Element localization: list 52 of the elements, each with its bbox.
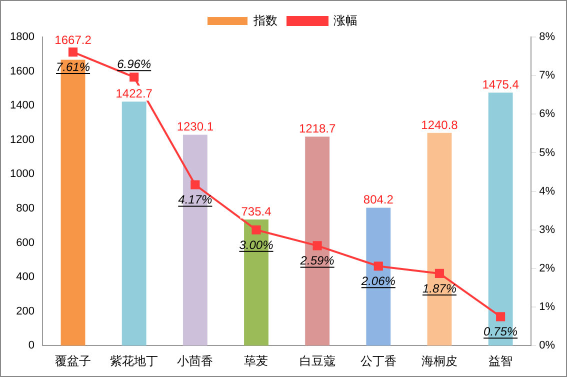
data-label: 1475.4 <box>482 78 520 92</box>
y-tick-label: 1600 <box>10 65 34 78</box>
y-tick-label: 600 <box>16 236 34 249</box>
y-tick-label: 1200 <box>10 134 34 146</box>
x-tick-label: 荜茇 <box>244 354 268 368</box>
y-tick-label: 400 <box>16 271 34 284</box>
data-label: 1422.7 <box>116 86 153 101</box>
x-tick-label: 小茴香 <box>177 354 214 368</box>
point <box>68 48 78 57</box>
x-tick-label: 公丁香 <box>360 354 396 368</box>
y-tick-label: 1000 <box>10 168 34 180</box>
y-tick-label: 1400 <box>10 100 34 112</box>
y-tick-label: 200 <box>16 305 34 318</box>
y-tick-label: 1800 <box>10 31 34 44</box>
x-tick-label: 白豆蔻 <box>299 354 336 368</box>
data-label: 804.2 <box>363 192 394 207</box>
data-label: 1240.8 <box>421 118 458 132</box>
y2-tick-label: 0% <box>539 340 556 352</box>
y2-tick-label: 5% <box>539 146 556 159</box>
y2-tick-label: 3% <box>539 224 556 236</box>
data-label: 4.17% <box>178 192 213 207</box>
data-label: 735.4 <box>241 204 272 219</box>
point <box>496 312 506 322</box>
point <box>130 72 139 82</box>
bar <box>122 102 146 346</box>
data-label: 2.59% <box>299 254 335 268</box>
x-tick-label: 益智 <box>488 354 513 368</box>
point <box>252 225 261 234</box>
data-label: 1230.1 <box>176 120 214 134</box>
point <box>374 262 383 271</box>
x-tick-label: 海桐皮 <box>421 354 458 368</box>
legend-label: 指数 <box>252 13 278 28</box>
y-tick-label: 0 <box>28 340 34 352</box>
y-tick-label: 800 <box>16 202 34 214</box>
x-tick-label: 覆盆子 <box>55 354 92 368</box>
data-label: 6.96% <box>117 57 152 72</box>
y2-tick-label: 6% <box>539 108 556 120</box>
point <box>434 268 444 278</box>
data-label: 1218.7 <box>298 122 336 136</box>
point <box>312 241 322 250</box>
point <box>190 180 200 190</box>
y2-tick-label: 7% <box>539 70 556 82</box>
x-tick-label: 紫花地丁 <box>110 354 158 368</box>
data-label: 1667.2 <box>54 33 92 48</box>
data-label: 1.87% <box>422 281 457 296</box>
y2-tick-label: 8% <box>539 31 556 44</box>
data-label: 0.75% <box>484 324 518 339</box>
y2-tick-label: 1% <box>539 301 556 314</box>
legend-label: 涨幅 <box>334 13 358 28</box>
y2-tick-label: 4% <box>539 185 556 198</box>
data-label: 2.06% <box>360 274 396 288</box>
y2-tick-label: 2% <box>539 262 556 274</box>
